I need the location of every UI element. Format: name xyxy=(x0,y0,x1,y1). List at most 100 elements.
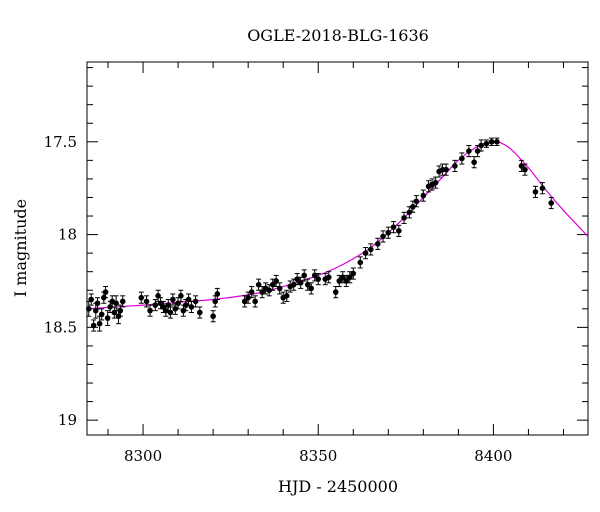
data-point xyxy=(548,196,555,210)
data-point xyxy=(483,139,490,148)
data-marker xyxy=(494,138,500,145)
data-marker xyxy=(452,163,458,169)
data-marker xyxy=(96,320,103,327)
data-marker xyxy=(188,304,195,310)
data-point xyxy=(374,237,381,250)
data-point xyxy=(152,299,159,312)
data-marker xyxy=(332,289,339,295)
data-point xyxy=(259,286,265,299)
chart-title: OGLE-2018-BLG-1636 xyxy=(247,26,429,45)
data-marker xyxy=(443,166,449,173)
data-point xyxy=(214,287,221,301)
data-point xyxy=(522,163,528,176)
data-point xyxy=(102,286,109,299)
y-tick-label: 18 xyxy=(58,226,77,244)
data-marker xyxy=(522,166,528,173)
data-point xyxy=(494,137,500,147)
data-point xyxy=(478,139,484,152)
data-marker xyxy=(94,300,101,307)
data-point xyxy=(488,137,495,147)
data-marker xyxy=(290,281,297,288)
x-tick-label: 8350 xyxy=(299,447,337,465)
data-marker xyxy=(170,296,176,303)
axis-ticks xyxy=(87,62,588,435)
data-point xyxy=(357,256,364,269)
data-point xyxy=(362,247,369,260)
data-marker xyxy=(197,309,203,316)
data-marker xyxy=(362,250,369,256)
x-tick-label: 8400 xyxy=(474,447,512,465)
data-marker xyxy=(478,142,484,149)
data-point xyxy=(325,271,332,284)
data-marker xyxy=(167,309,174,316)
data-marker xyxy=(85,306,92,312)
data-marker xyxy=(471,159,477,166)
data-point xyxy=(90,319,97,332)
data-marker xyxy=(252,298,258,305)
data-marker xyxy=(276,285,283,292)
data-marker xyxy=(410,203,416,210)
data-point xyxy=(210,310,216,323)
data-marker xyxy=(98,311,105,318)
data-point xyxy=(401,211,407,224)
data-point xyxy=(111,306,118,319)
data-marker xyxy=(390,224,397,230)
data-marker xyxy=(248,289,255,295)
x-axis-label: HJD - 2450000 xyxy=(278,477,398,496)
data-marker xyxy=(192,298,199,305)
tick-labels: 8300 8350 8400 17.5 18 18.5 19 xyxy=(44,133,513,465)
data-point xyxy=(385,226,392,239)
data-points-layer xyxy=(85,137,555,332)
data-marker xyxy=(459,155,465,162)
model-curve xyxy=(86,141,589,310)
data-point xyxy=(315,273,322,286)
data-marker xyxy=(301,272,308,279)
model-curve-layer xyxy=(86,141,589,310)
data-marker xyxy=(380,233,386,240)
data-point xyxy=(94,297,101,310)
data-point xyxy=(413,195,420,208)
data-point xyxy=(452,159,458,172)
data-marker xyxy=(138,294,145,301)
data-marker xyxy=(420,192,427,199)
data-marker xyxy=(113,300,119,307)
data-point xyxy=(88,293,95,306)
data-marker xyxy=(152,302,159,308)
data-marker xyxy=(90,322,97,329)
data-marker xyxy=(182,302,189,308)
data-marker xyxy=(117,307,124,314)
data-point xyxy=(350,267,357,280)
data-point xyxy=(396,224,402,237)
data-marker xyxy=(483,140,490,147)
data-point xyxy=(390,221,397,234)
data-point xyxy=(119,295,126,308)
y-tick-label: 18.5 xyxy=(44,318,77,336)
data-marker xyxy=(474,148,481,154)
data-marker xyxy=(385,229,392,236)
data-marker xyxy=(88,296,95,303)
data-marker xyxy=(432,179,439,186)
data-point xyxy=(459,152,465,165)
data-marker xyxy=(283,293,290,299)
data-point xyxy=(301,269,308,282)
data-point xyxy=(85,300,92,317)
data-point xyxy=(252,295,258,308)
data-point xyxy=(178,289,184,302)
data-marker xyxy=(315,276,322,282)
data-marker xyxy=(413,198,420,204)
data-point xyxy=(255,278,262,291)
data-marker xyxy=(488,138,495,145)
data-point xyxy=(197,306,203,319)
data-point xyxy=(167,306,174,319)
data-marker xyxy=(143,298,150,305)
x-tick-label: 8300 xyxy=(124,447,162,465)
data-point xyxy=(532,185,539,198)
plot-border xyxy=(86,61,589,436)
data-marker xyxy=(104,315,111,321)
data-point xyxy=(138,291,145,304)
data-marker xyxy=(266,287,272,294)
data-point xyxy=(276,282,283,295)
data-marker xyxy=(325,274,332,281)
data-point xyxy=(192,295,199,308)
